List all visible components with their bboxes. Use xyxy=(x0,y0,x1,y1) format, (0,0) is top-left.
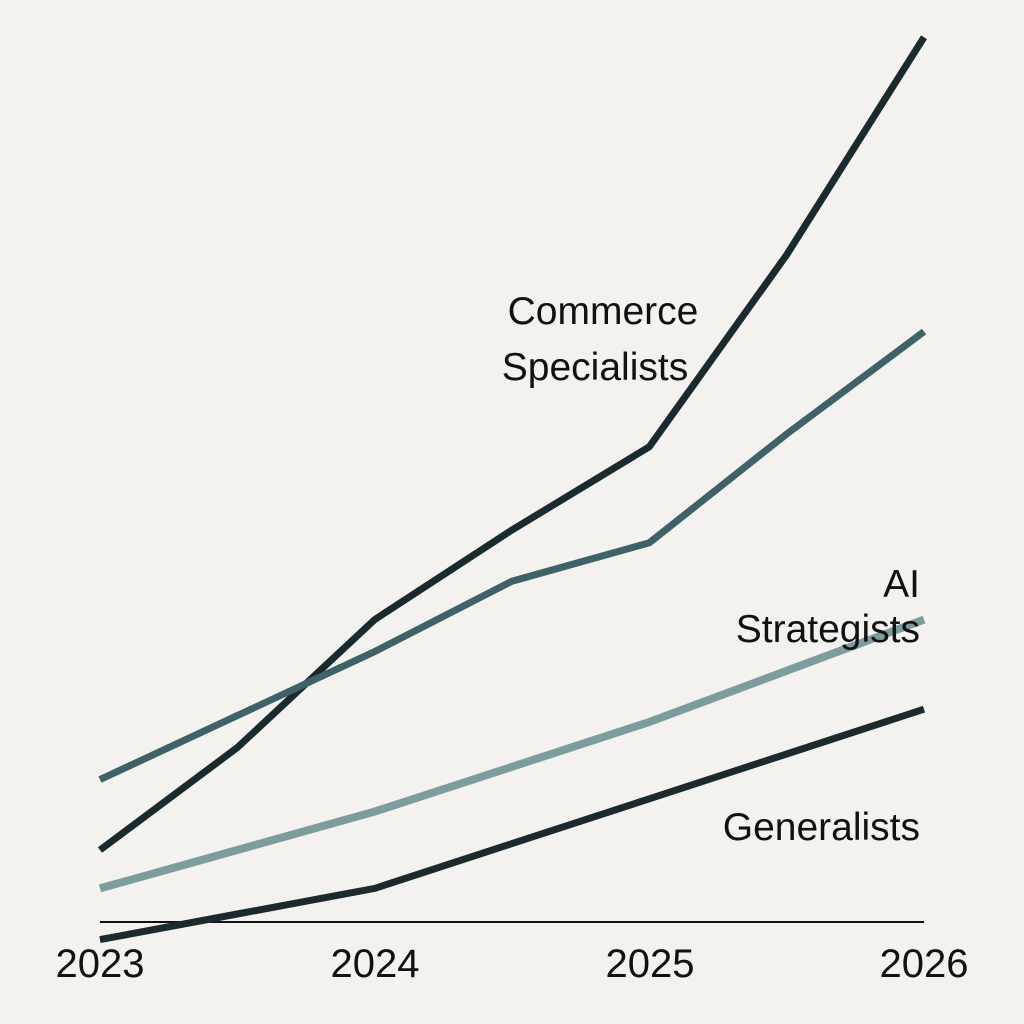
series-label-commerce-line-2: Specialists xyxy=(502,346,688,389)
series-label-ai-line-1: AI xyxy=(883,563,920,606)
x-tick-label-2023: 2023 xyxy=(56,942,145,986)
series-label-ai-strategists: AI Strategists xyxy=(736,563,920,651)
x-tick-label-2024: 2024 xyxy=(331,942,420,986)
series-line-series-3 xyxy=(98,615,926,893)
series-line-ai-strategists xyxy=(98,328,927,783)
x-tick-label-2026: 2026 xyxy=(880,942,969,986)
x-tick-label-2025: 2025 xyxy=(606,942,695,986)
series-label-generalists: Generalists xyxy=(723,806,920,849)
series-label-ai-line-2: Strategists xyxy=(736,608,920,651)
series-layer xyxy=(97,35,927,944)
series-label-commerce-line-1: Commerce xyxy=(508,290,699,333)
series-line-commerce-specialists xyxy=(97,35,927,853)
series-line-generalists xyxy=(99,705,926,944)
series-label-commerce-specialists: Commerce Specialists xyxy=(502,290,699,389)
